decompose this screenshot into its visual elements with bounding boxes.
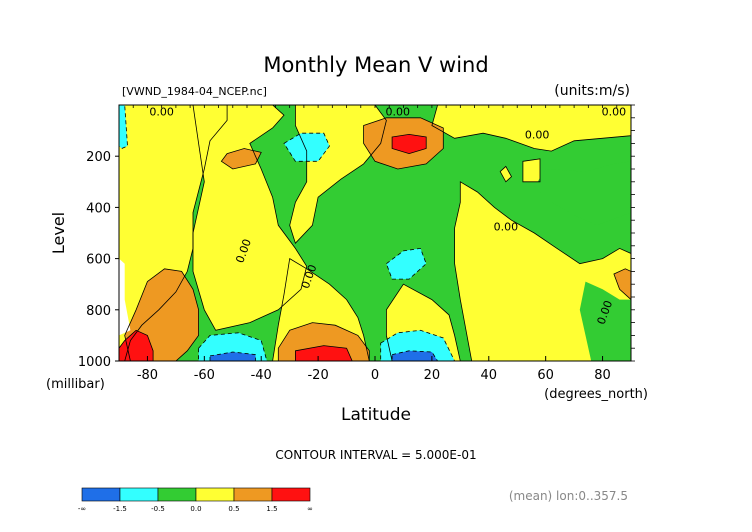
contour-line-positive — [613, 268, 631, 301]
contour-line-negative — [385, 247, 427, 280]
contour-line-positive — [277, 322, 370, 361]
x-tick-label: 40 — [481, 368, 498, 383]
contour-region-yellow — [522, 158, 540, 182]
contour-region-yellow — [500, 166, 512, 182]
x-tick-label: -20 — [307, 368, 328, 383]
colorbar-swatch — [195, 487, 235, 502]
contour-line-positive — [220, 148, 262, 170]
colorbar-label: ∞ — [307, 505, 313, 513]
contour-region-red — [295, 345, 353, 361]
contour-line-negative — [209, 351, 256, 361]
contour-line-positive — [119, 329, 154, 361]
y-axis-units: (millibar) — [46, 377, 105, 392]
contour-region-blue — [210, 352, 256, 361]
contour-line-positive — [272, 257, 370, 361]
plot-area: 0.00 0.000.000.000.000.000.000.00 — [119, 105, 631, 361]
footer-text: (mean) lon:0..357.5 — [509, 489, 628, 503]
colorbar-swatch — [157, 487, 197, 502]
colorbar-label: -0.5 — [151, 505, 165, 513]
x-tick-label: -60 — [194, 368, 215, 383]
y-axis: 200 400 600 800 1000 — [78, 104, 635, 370]
contour-region-cyan — [386, 248, 427, 280]
contour-region-blue — [392, 350, 438, 361]
colorbar-label: 0.0 — [190, 505, 201, 513]
y-tick-label: 1000 — [78, 355, 111, 370]
colorbar-label: 1.5 — [266, 505, 277, 513]
contour-region-green — [534, 161, 631, 226]
contour-line-positive — [294, 345, 353, 361]
contour-label: 0.00 — [386, 105, 411, 118]
contour-interval-text: CONTOUR INTERVAL = 5.000E-01 — [275, 448, 476, 462]
contour-line-negative — [198, 332, 268, 361]
contour-region-orange — [221, 148, 262, 169]
contour-region-cyan — [284, 133, 330, 162]
colorbar-swatch — [233, 487, 273, 502]
contour-line-positive — [391, 133, 427, 155]
x-tick-label: 80 — [594, 368, 611, 383]
contour-label: 0.00 — [525, 128, 550, 141]
x-tick-label: -40 — [251, 368, 272, 383]
x-tick-label: 60 — [537, 368, 554, 383]
x-tick-label: -80 — [137, 368, 158, 383]
contour-line-negative — [119, 105, 128, 149]
colorbar-swatch — [81, 487, 121, 502]
x-tick-label: 0 — [371, 368, 379, 383]
contour-region-red — [392, 134, 427, 154]
contour-region-yellow — [431, 105, 631, 152]
colorbar-swatch — [119, 487, 159, 502]
contour-region-orange — [613, 268, 631, 300]
contour-fills — [119, 105, 631, 361]
contour-line-positive — [192, 105, 308, 331]
units-label: (units:m/s) — [554, 83, 630, 99]
contour-region-green — [579, 281, 631, 361]
colorbar-label: 0.5 — [228, 505, 239, 513]
contour-line-negative — [391, 350, 439, 361]
colorbar: -∞ -1.5 -0.5 0.0 0.5 1.5 ∞ — [78, 487, 313, 513]
contour-line-positive — [124, 268, 200, 361]
x-axis-label: Latitude — [341, 405, 411, 425]
contour-line-positive — [431, 105, 631, 152]
y-tick-label: 200 — [86, 150, 111, 165]
x-axis: -80 -60 -40 -20 0 20 40 60 80 — [118, 105, 632, 383]
contour-line-positive — [499, 165, 513, 183]
x-tick-label: 20 — [424, 368, 441, 383]
contour-line-positive — [522, 158, 541, 183]
contour-label: 0.00 — [494, 220, 519, 233]
contour-line-negative — [380, 329, 456, 361]
contour-line-negative — [283, 132, 330, 162]
colorbar-swatch — [271, 487, 311, 502]
contour-line-positive — [119, 105, 228, 361]
contour-lines — [119, 105, 631, 361]
colorbar-label: -∞ — [78, 505, 86, 513]
contour-line-positive — [454, 181, 631, 361]
y-axis-label: Level — [49, 212, 68, 254]
chart-title: Monthly Mean V wind — [263, 53, 488, 77]
colorbar-label: -1.5 — [113, 505, 127, 513]
contour-line-positive — [363, 117, 444, 170]
file-label: [VWND_1984-04_NCEP.nc] — [122, 85, 267, 98]
y-tick-label: 600 — [86, 253, 111, 268]
contour-label: 0.00 — [149, 105, 174, 118]
contour-label: 0.00 — [602, 105, 627, 118]
y-tick-label: 800 — [86, 304, 111, 319]
x-axis-units: (degrees_north) — [544, 387, 648, 402]
y-tick-label: 400 — [86, 201, 111, 216]
missing-data-patch — [119, 258, 131, 336]
contour-line-positive — [385, 283, 461, 361]
